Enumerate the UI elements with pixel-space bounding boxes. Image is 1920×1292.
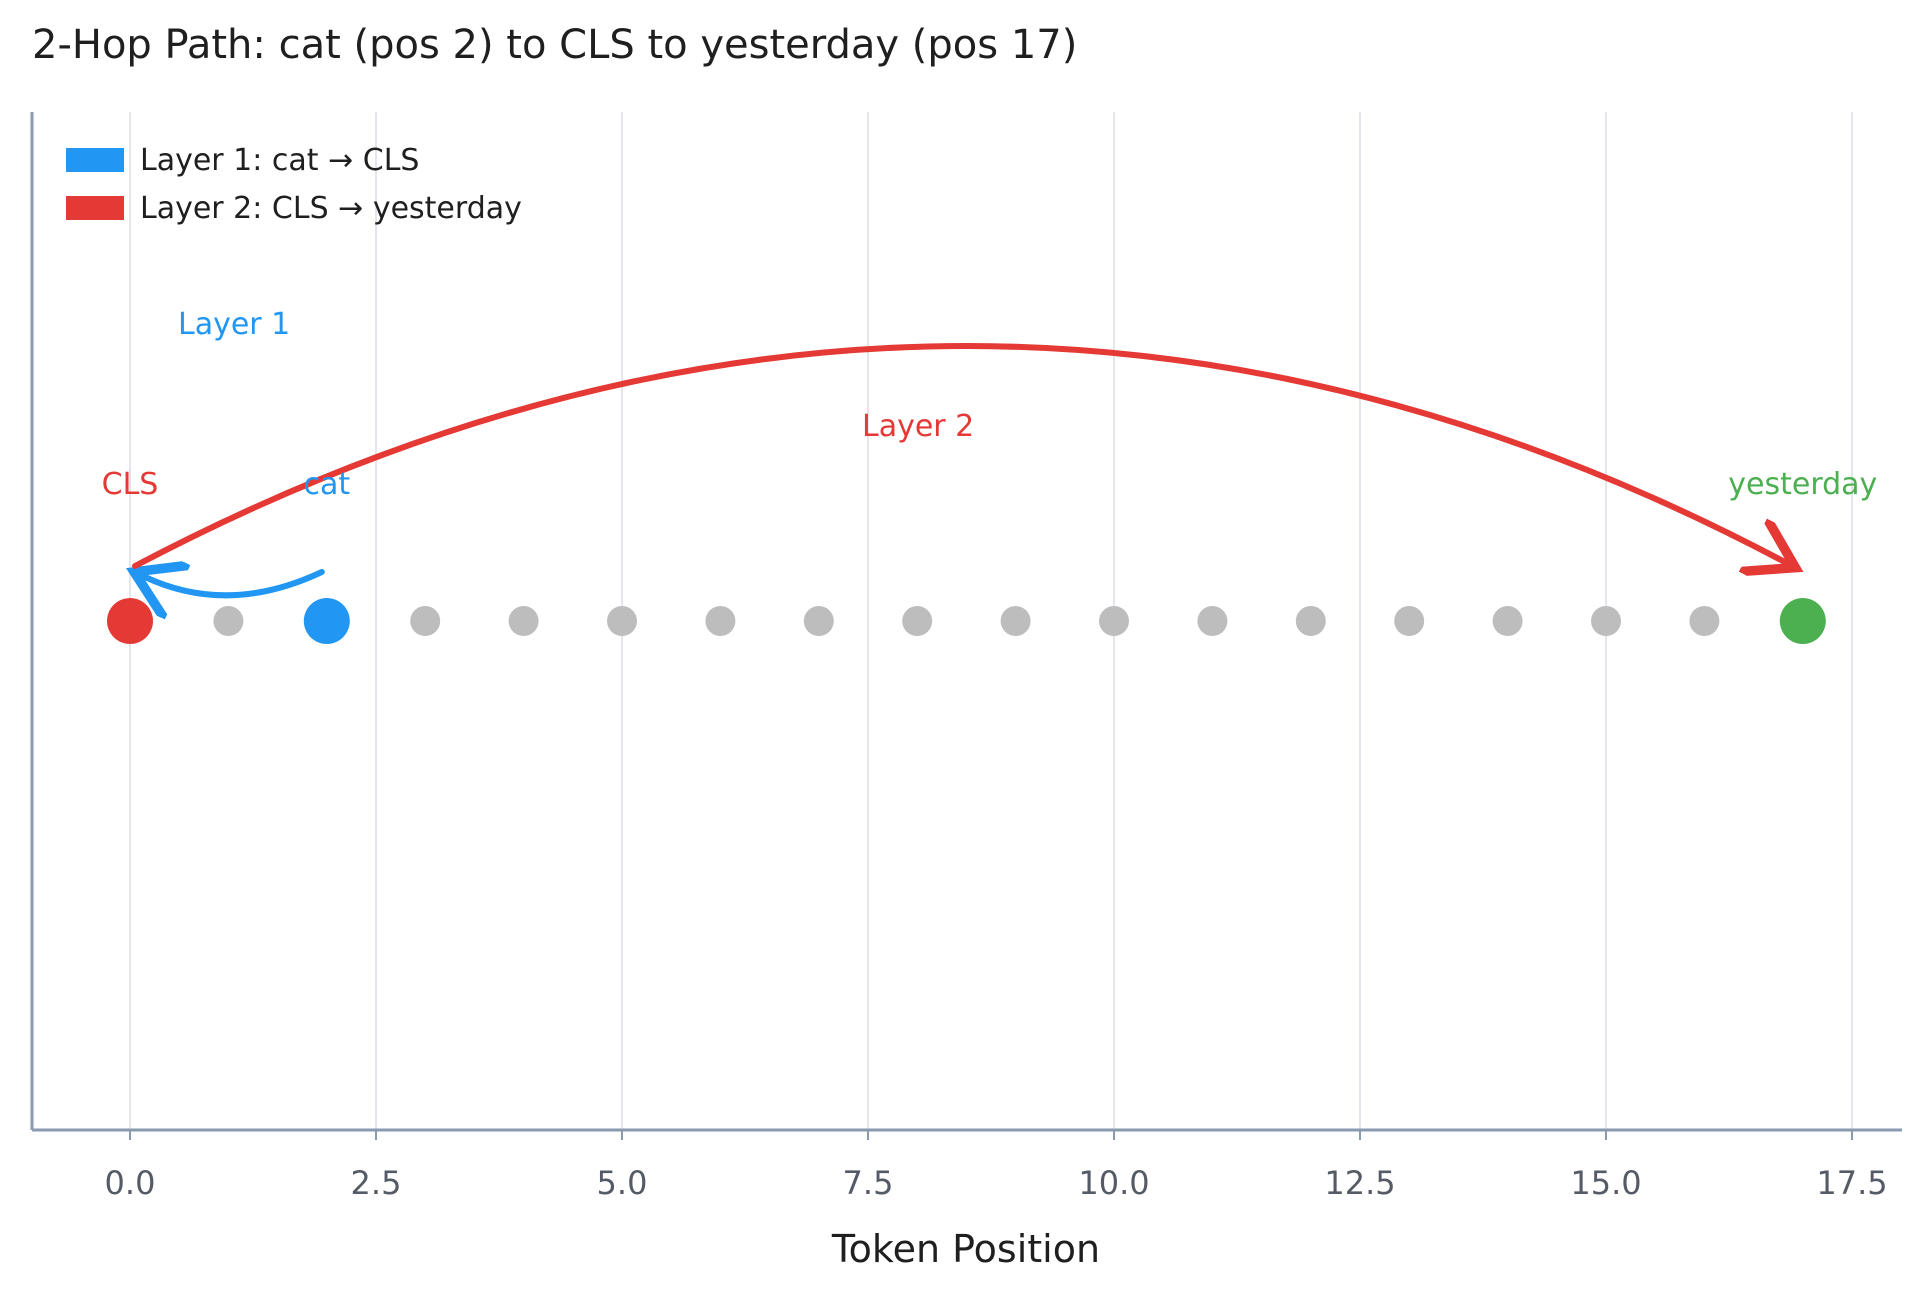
legend: Layer 1: cat → CLS Layer 2: CLS → yesterd…	[66, 143, 522, 226]
x-tick-label: 5.0	[597, 1164, 648, 1202]
legend-label: Layer 2: CLS → yesterday	[140, 191, 522, 226]
arrow-layer-2	[132, 343, 1785, 566]
token-point	[607, 606, 637, 636]
token-point	[1197, 606, 1228, 636]
token-point	[803, 606, 834, 636]
x-tick-label: 10.0	[1078, 1164, 1149, 1202]
token-label-cls: CLS	[102, 467, 159, 502]
token-point	[1295, 606, 1326, 636]
chart-title: 2-Hop Path: cat (pos 2) to CLS to yester…	[32, 22, 1078, 68]
token-point	[508, 606, 539, 636]
token-point	[705, 606, 736, 636]
x-tick-label: 15.0	[1570, 1164, 1641, 1202]
attention-arrows	[132, 343, 1785, 595]
token-point	[1000, 606, 1031, 636]
token-point	[902, 606, 933, 636]
x-axis-label: Token Position	[831, 1227, 1100, 1271]
token-label-cat: cat	[303, 467, 350, 502]
token-point	[1492, 606, 1523, 636]
x-tick-label: 0.0	[105, 1164, 156, 1202]
token-label-yesterday: yesterday	[1728, 467, 1877, 502]
token-point	[1591, 606, 1621, 636]
arrow-label-layer-2: Layer 2	[862, 409, 974, 444]
token-point-yesterday	[1779, 598, 1826, 644]
x-tick-label: 12.5	[1324, 1164, 1395, 1202]
token-point	[1099, 606, 1129, 636]
token-point	[213, 606, 244, 636]
arrow-layer-1	[145, 572, 325, 595]
token-point-cls	[107, 598, 153, 644]
x-tick-label: 7.5	[843, 1164, 894, 1202]
token-points	[107, 598, 1826, 644]
legend-label: Layer 1: cat → CLS	[140, 143, 419, 178]
token-point	[410, 606, 441, 636]
token-point	[1394, 606, 1425, 636]
axes: 0.0 2.5 5.0 7.5 10.0 12.5 15.0 17.5	[30, 112, 1902, 1202]
x-tick-label: 17.5	[1816, 1164, 1887, 1202]
token-point-cat	[303, 598, 350, 644]
annotation-labels: CLS cat yesterday Layer 1 Layer 2	[102, 307, 1878, 502]
legend-swatch	[66, 148, 124, 172]
x-tick-label: 2.5	[351, 1164, 402, 1202]
arrow-label-layer-1: Layer 1	[178, 307, 290, 342]
legend-swatch	[66, 196, 124, 220]
token-point	[1689, 606, 1720, 636]
